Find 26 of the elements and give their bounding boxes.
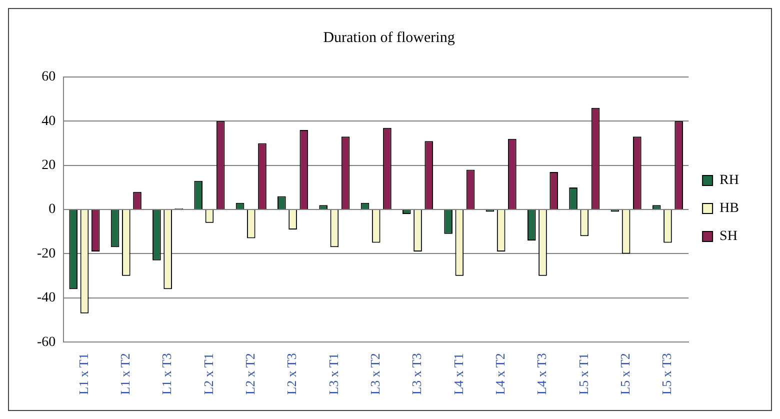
y-tick-label: 60 [42, 70, 56, 85]
legend-label: HB [720, 201, 740, 216]
y-tick-label: -40 [36, 290, 56, 306]
x-tick-label: L3 x T2 [368, 353, 383, 395]
x-tick-label: L2 x T1 [200, 353, 216, 395]
x-tick-label: L5 x T3 [659, 353, 674, 395]
x-tick-label: L5 x T2 [617, 353, 632, 395]
legend-label: RH [720, 173, 740, 188]
x-tick-label: L4 x T1 [450, 353, 466, 395]
x-tick-label: L2 x T3 [284, 353, 300, 395]
x-tick-label: L3 x T1 [326, 353, 341, 395]
x-tick-label: L1 x T2 [118, 353, 133, 395]
x-tick-label: L1 x T3 [159, 353, 174, 395]
legend-label: SH [720, 229, 738, 244]
y-tick-label: 40 [42, 114, 56, 129]
y-tick-label: 20 [42, 158, 56, 174]
y-tick-label: -60 [36, 334, 56, 350]
y-tick-label: 0 [48, 202, 56, 218]
x-tick-label: L4 x T3 [534, 353, 550, 395]
y-tick-label: -20 [36, 246, 56, 262]
x-tick-label: L4 x T2 [492, 353, 508, 395]
x-tick-label: L1 x T1 [76, 353, 91, 395]
x-tick-label: L3 x T3 [409, 353, 424, 395]
x-tick-label: L2 x T2 [242, 353, 258, 395]
x-tick-label: L5 x T1 [576, 353, 591, 395]
chart-title: Duration of flowering [323, 30, 456, 46]
